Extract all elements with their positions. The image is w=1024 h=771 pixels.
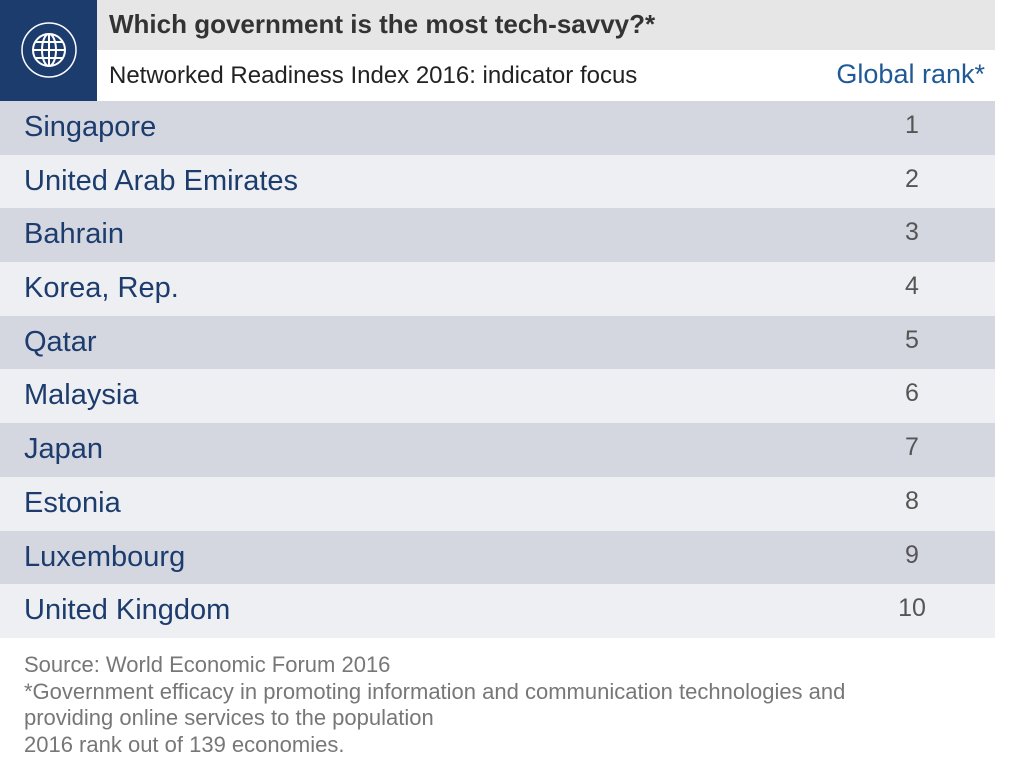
country-name: Bahrain xyxy=(24,218,124,251)
footnote: providing online services to the populat… xyxy=(24,705,434,730)
table: Singapore 1 United Arab Emirates 2 Bahrain 3 K… xyxy=(0,101,995,638)
table-row: Korea, Rep. 4 xyxy=(0,262,995,316)
rank: 2 xyxy=(905,164,919,193)
table-row: Malaysia 6 xyxy=(0,369,995,424)
table-row: Singapore 1 xyxy=(0,101,995,155)
country-name: Qatar xyxy=(24,325,97,358)
rank: 9 xyxy=(905,540,919,569)
rank: 8 xyxy=(905,486,919,515)
table-row: Estonia 8 xyxy=(0,476,995,531)
table-row: Luxembourg 9 xyxy=(0,530,995,585)
country-name: Malaysia xyxy=(24,379,139,412)
footer: Source: World Economic Forum 2016 *Gover… xyxy=(24,652,845,758)
title: Which government is the most tech-savvy?… xyxy=(109,9,656,39)
rank: 4 xyxy=(905,272,919,301)
table-row: Bahrain 3 xyxy=(0,208,995,263)
footnote: 2016 rank out of 139 economies. xyxy=(24,731,345,757)
table-row: Japan 7 xyxy=(0,423,995,477)
country-name: Luxembourg xyxy=(24,540,186,573)
rank: 5 xyxy=(905,325,919,354)
country-name: Estonia xyxy=(24,486,121,519)
rank: 7 xyxy=(905,433,919,462)
title-bar: Which government is the most tech-savvy?… xyxy=(97,0,995,50)
table-row: Qatar 5 xyxy=(0,315,995,370)
subtitle-bar: Networked Readiness Index 2016: indicato… xyxy=(97,50,995,101)
footnote: *Government efficacy in promoting inform… xyxy=(24,678,846,704)
country-name: Japan xyxy=(24,433,104,466)
rank: 1 xyxy=(905,111,919,139)
rank: 10 xyxy=(898,594,926,623)
table-row: United Kingdom 10 xyxy=(0,584,995,638)
rank: 6 xyxy=(905,379,919,408)
country-name: Singapore xyxy=(24,111,157,143)
country-name: United Arab Emirates xyxy=(24,164,299,197)
country-name: United Kingdom xyxy=(24,594,231,627)
rank: 3 xyxy=(905,218,919,247)
table-row: United Arab Emirates 2 xyxy=(0,154,995,209)
column-label: Global rank* xyxy=(836,59,985,89)
source: Source: World Economic Forum 2016 xyxy=(24,652,391,677)
country-name: Korea, Rep. xyxy=(24,272,179,305)
globe-svg xyxy=(21,22,77,78)
globe-icon xyxy=(0,0,97,101)
subtitle: Networked Readiness Index 2016: indicato… xyxy=(109,62,638,89)
